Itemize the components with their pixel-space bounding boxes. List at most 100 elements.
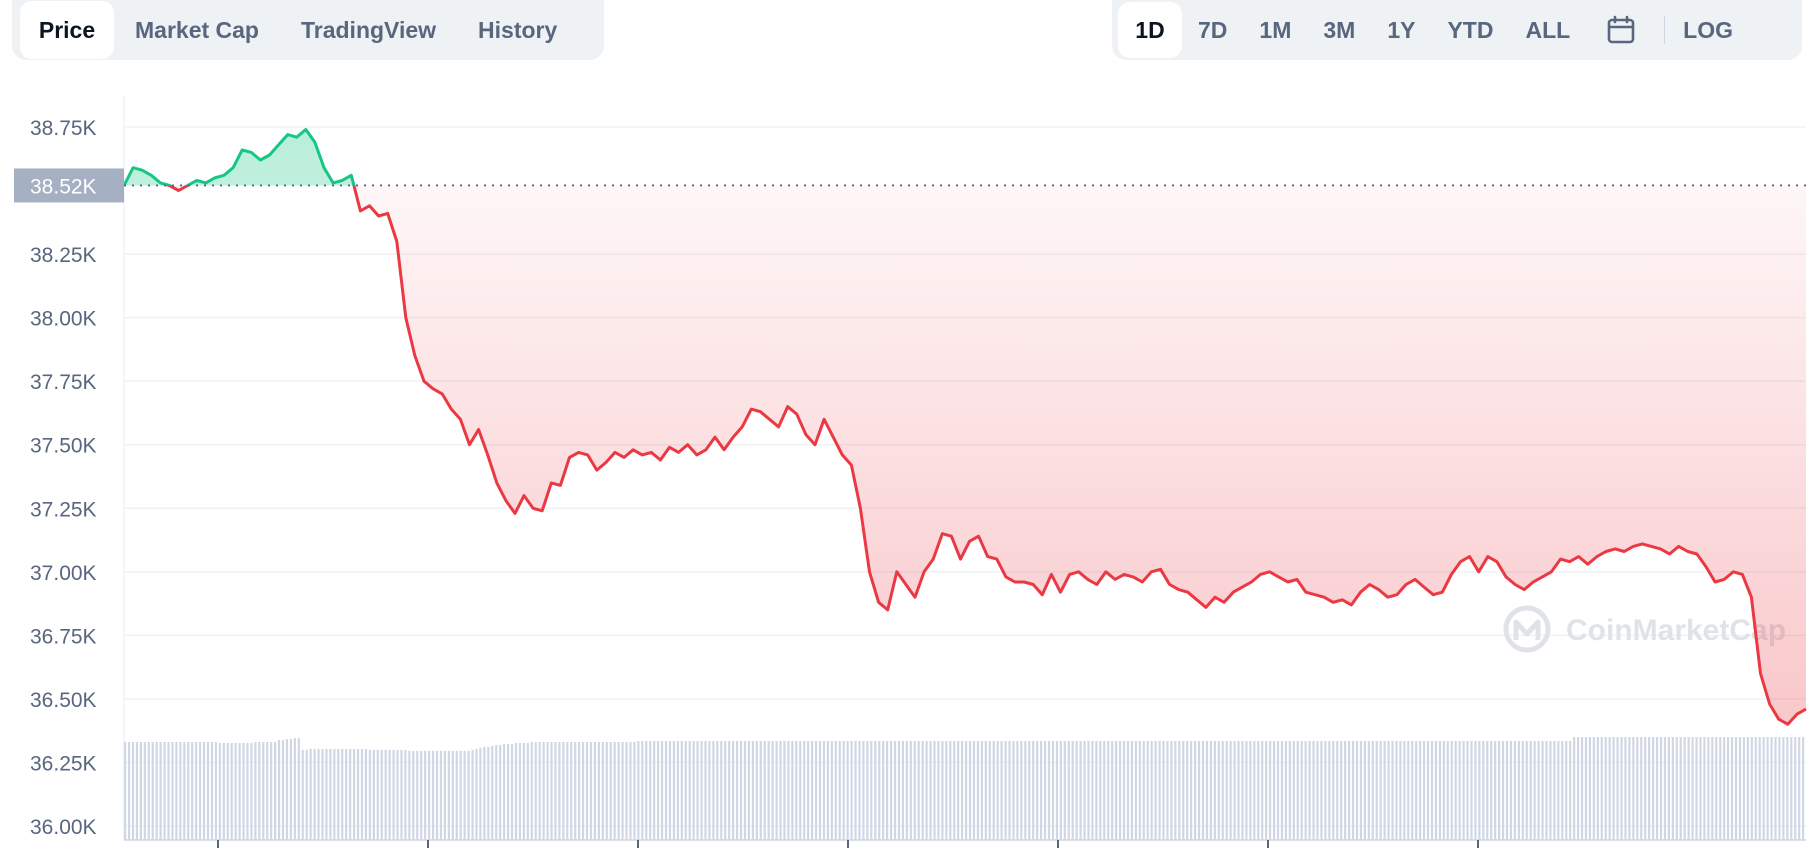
volume-bar [1012, 741, 1015, 840]
volume-bar [1284, 741, 1287, 840]
y-tick-label: 37.00K [30, 562, 97, 585]
volume-bar [1051, 741, 1055, 840]
volume-bar [842, 741, 845, 840]
volume-bar [514, 742, 518, 840]
volume-bar [672, 741, 675, 840]
volume-bar [242, 742, 245, 840]
volume-bar [309, 748, 312, 840]
volume-bar [728, 741, 731, 840]
volume-bar [1501, 741, 1505, 840]
volume-bar [1312, 741, 1315, 840]
volume-bar [755, 741, 758, 840]
volume-bar [495, 744, 498, 840]
log-scale-toggle[interactable]: LOG [1683, 16, 1734, 43]
range-1d[interactable]: 1D [1118, 2, 1182, 58]
volume-bar [838, 741, 841, 840]
volume-bar [1288, 741, 1291, 840]
volume-bar [506, 743, 510, 840]
volume-bar [653, 741, 656, 840]
volume-bar [633, 742, 636, 840]
volume-bar [1233, 741, 1236, 840]
volume-bar [396, 749, 399, 840]
volume-bar [558, 742, 561, 840]
tab-price[interactable]: Price [20, 1, 114, 59]
volume-bar [1004, 741, 1007, 840]
volume-bar [412, 750, 415, 840]
volume-bar [1316, 741, 1319, 840]
volume-bar [1699, 737, 1702, 840]
volume-bar [747, 741, 751, 840]
volume-bar [1154, 741, 1157, 840]
volume-bar [510, 743, 514, 840]
range-7d[interactable]: 7D [1198, 16, 1228, 43]
volume-bar [1588, 737, 1592, 840]
current-price-text: 38.52K [30, 175, 97, 198]
volume-bar [874, 741, 877, 840]
volume-bar [961, 741, 964, 840]
tab-tradingview[interactable]: TradingView [300, 16, 437, 43]
volume-bar [1016, 741, 1019, 840]
range-3m[interactable]: 3M [1323, 16, 1356, 43]
volume-bar [574, 742, 577, 840]
volume-bar [1040, 741, 1043, 840]
volume-bar [1742, 737, 1745, 840]
volume-bar [210, 742, 214, 840]
volume-bar [1182, 741, 1185, 840]
volume-bar [1541, 741, 1544, 840]
volume-bar [759, 741, 762, 840]
volume-bar [1719, 737, 1722, 840]
volume-bar [1423, 741, 1426, 840]
tab-history[interactable]: History [478, 16, 558, 43]
volume-bar [1762, 737, 1765, 840]
volume-bar [637, 741, 640, 840]
volume-bar [1197, 741, 1201, 840]
volume-bar [341, 748, 344, 840]
volume-bar [467, 750, 470, 840]
volume-bar [1652, 737, 1655, 840]
volume-bar [795, 741, 798, 840]
volume-bar [1545, 741, 1548, 840]
volume-bar [353, 748, 356, 840]
volume-bar [1604, 737, 1607, 840]
volume-bar [1750, 737, 1753, 840]
range-all[interactable]: ALL [1525, 16, 1571, 43]
volume-bar [739, 741, 743, 840]
volume-bar [878, 741, 881, 840]
volume-bar [554, 742, 557, 840]
volume-bar [1115, 741, 1118, 840]
range-ytd[interactable]: YTD [1447, 16, 1494, 43]
volume-bar [704, 741, 707, 840]
volume-bar [483, 746, 486, 840]
volume-bar [1486, 741, 1489, 840]
volume-bar [1107, 741, 1110, 840]
volume-bar [1395, 741, 1398, 840]
volume-bar [147, 742, 150, 840]
volume-bar [1032, 741, 1035, 840]
volume-bar [538, 742, 541, 840]
current-price-bg [14, 168, 124, 203]
volume-bar [818, 741, 822, 840]
volume-bar [953, 741, 956, 840]
range-1m[interactable]: 1M [1259, 16, 1292, 43]
volume-bar [1430, 741, 1434, 840]
volume-bar [321, 748, 324, 840]
range-1y[interactable]: 1Y [1387, 16, 1416, 43]
volume-bar [364, 748, 368, 840]
volume-bar [356, 748, 360, 840]
volume-bar [1549, 741, 1552, 840]
volume-bar [1462, 741, 1465, 840]
volume-bar [783, 741, 786, 840]
volume-bar [1265, 741, 1268, 840]
tab-market-cap[interactable]: Market Cap [135, 16, 259, 43]
calendar-button[interactable] [1586, 2, 1656, 58]
volume-bar [1529, 741, 1532, 840]
volume-bar [124, 742, 127, 840]
volume-bar [530, 742, 533, 840]
volume-bar [578, 742, 581, 840]
volume-bar [1695, 737, 1698, 840]
volume-bar [779, 741, 782, 840]
volume-bar [1774, 737, 1777, 840]
y-tick-label: 36.25K [30, 752, 97, 775]
volume-bar [281, 740, 285, 840]
volume-bar [1640, 737, 1643, 840]
